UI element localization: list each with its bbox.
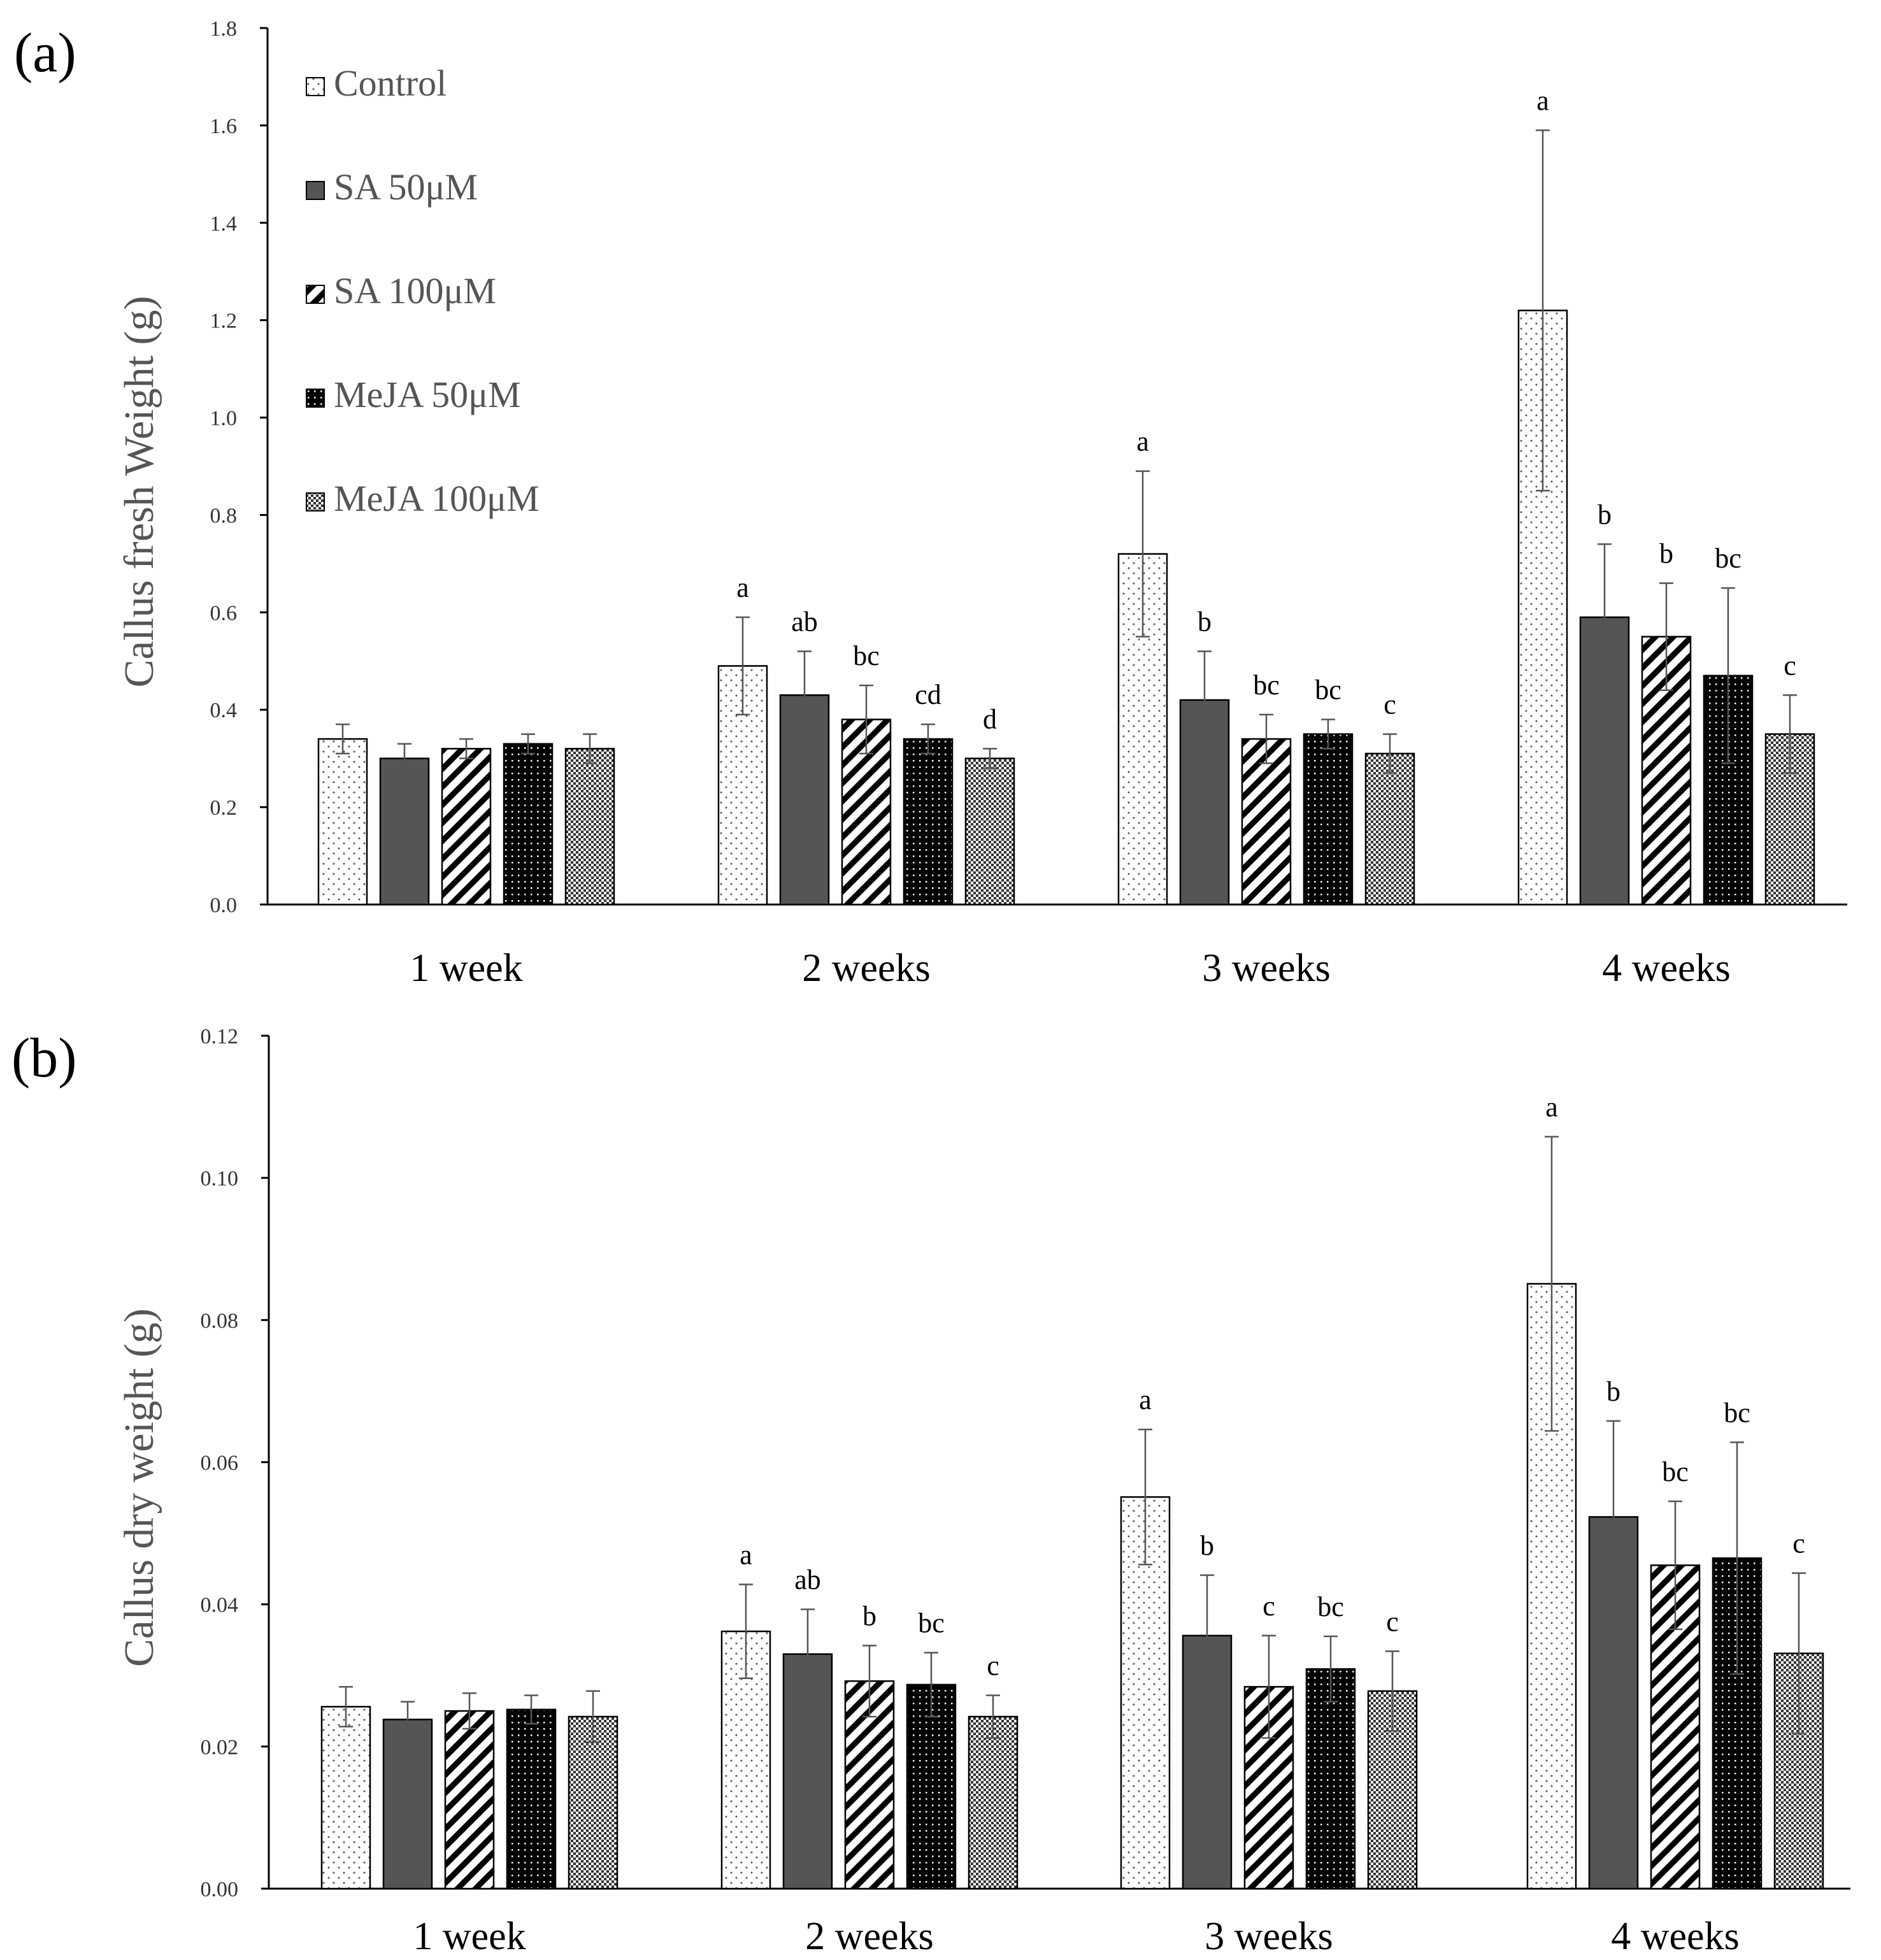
significance-letter: c	[987, 1650, 999, 1681]
x-category-label: 4 weeks	[1611, 1915, 1739, 1958]
significance-letter: c	[1262, 1591, 1275, 1622]
significance-letter: a	[1545, 1091, 1558, 1122]
significance-letter: bc	[1724, 1397, 1750, 1428]
legend-label: MeJA 50μM	[334, 374, 521, 415]
significance-letter: bc	[918, 1608, 945, 1639]
significance-letter: b	[1198, 606, 1212, 637]
bar	[1241, 738, 1292, 906]
y-axis-label: Callus fresh Weight (g)	[116, 296, 162, 688]
x-category-label: 3 weeks	[1205, 1915, 1333, 1958]
legend-label: MeJA 100μM	[334, 478, 540, 519]
significance-letter: bc	[1317, 1591, 1344, 1622]
y-tick-label: 0.08	[201, 1309, 239, 1333]
bar	[1305, 1668, 1356, 1890]
bar	[964, 757, 1015, 906]
x-category-label: 2 weeks	[805, 1915, 933, 1958]
significance-letter: c	[1792, 1528, 1805, 1559]
panel-label: (b)	[11, 1027, 77, 1089]
x-category-label: 1 week	[413, 1915, 526, 1958]
x-category-label: 2 weeks	[802, 947, 930, 990]
x-category-label: 4 weeks	[1602, 947, 1730, 990]
significance-letter: cd	[915, 679, 941, 710]
significance-letter: b	[862, 1600, 876, 1631]
significance-letter: c	[1784, 650, 1796, 681]
bar	[906, 1684, 957, 1890]
significance-letter: c	[1384, 689, 1396, 720]
y-tick-label: 0.06	[201, 1452, 239, 1475]
y-tick-label: 0.0	[210, 894, 238, 917]
y-tick-label: 0.00	[201, 1878, 239, 1901]
legend-swatch	[306, 389, 325, 408]
bar	[1303, 733, 1354, 906]
significance-letter: bc	[853, 640, 880, 671]
bar	[379, 757, 430, 906]
significance-letter: bc	[1315, 675, 1341, 706]
y-tick-label: 0.04	[201, 1594, 239, 1617]
y-tick-label: 0.2	[210, 796, 238, 820]
panel-a: (a) 0.0 0.2 0.4 0.6 0.8 1.0 1.2 1.4 1.6 1.8 Callus …	[14, 17, 1847, 990]
significance-letter: a	[740, 1539, 752, 1570]
significance-letter: c	[1386, 1606, 1399, 1637]
legend-label: Control	[334, 62, 447, 104]
bar	[444, 1710, 495, 1890]
legend-swatch	[306, 181, 325, 200]
y-tick-label: 1.8	[210, 17, 238, 41]
significance-letter: a	[1136, 426, 1149, 457]
panel-label: (a)	[14, 22, 76, 84]
bar	[1773, 1652, 1824, 1890]
y-tick-label: 0.12	[201, 1025, 239, 1048]
bar	[844, 1680, 895, 1890]
y-tick-label: 0.02	[201, 1736, 239, 1759]
bar	[382, 1719, 433, 1890]
bar	[968, 1715, 1019, 1890]
legend-swatch	[306, 285, 325, 304]
significance-letter: bc	[1715, 543, 1742, 574]
y-tick-label: 0.10	[201, 1167, 239, 1191]
bar	[320, 1706, 371, 1890]
x-category-label: 3 weeks	[1202, 947, 1330, 990]
legend-swatch	[306, 77, 325, 96]
significance-letter: b	[1606, 1376, 1620, 1407]
significance-letter: b	[1598, 499, 1612, 530]
y-tick-label: 1.4	[210, 212, 238, 236]
y-tick-label: 1.6	[210, 115, 238, 138]
y-tick-label: 1.2	[210, 310, 238, 333]
bar	[903, 738, 954, 906]
significance-letter: ab	[794, 1564, 821, 1595]
significance-letter: a	[1139, 1384, 1152, 1415]
y-tick-label: 0.6	[210, 601, 238, 625]
panel-b: (b) 0.00 0.02 0.04 0.06 0.08 0.10 0.12 Callus dr…	[11, 1025, 1850, 1958]
significance-letter: b	[1659, 538, 1673, 569]
significance-letter: d	[983, 703, 997, 734]
significance-letter: a	[1536, 85, 1549, 117]
y-tick-label: 1.0	[210, 407, 238, 431]
y-axis-label: Callus dry weight (g)	[116, 1308, 162, 1667]
bar	[503, 743, 554, 906]
legend-label: SA 50μM	[334, 166, 478, 208]
y-tick-label: 0.8	[210, 504, 238, 527]
significance-letter: a	[736, 572, 749, 603]
significance-letter: b	[1200, 1530, 1214, 1561]
significance-letter: bc	[1662, 1456, 1689, 1487]
x-category-label: 1 week	[410, 947, 522, 990]
bar	[506, 1708, 557, 1890]
bar	[441, 748, 492, 906]
bar	[564, 748, 615, 906]
bar	[1526, 1283, 1577, 1890]
y-tick-label: 0.4	[210, 699, 238, 722]
bar	[317, 738, 368, 906]
bar	[1364, 752, 1415, 906]
legend-swatch	[306, 492, 325, 511]
significance-letter: bc	[1253, 669, 1280, 701]
significance-letter: ab	[791, 606, 818, 637]
legend-label: SA 100μM	[334, 270, 496, 311]
